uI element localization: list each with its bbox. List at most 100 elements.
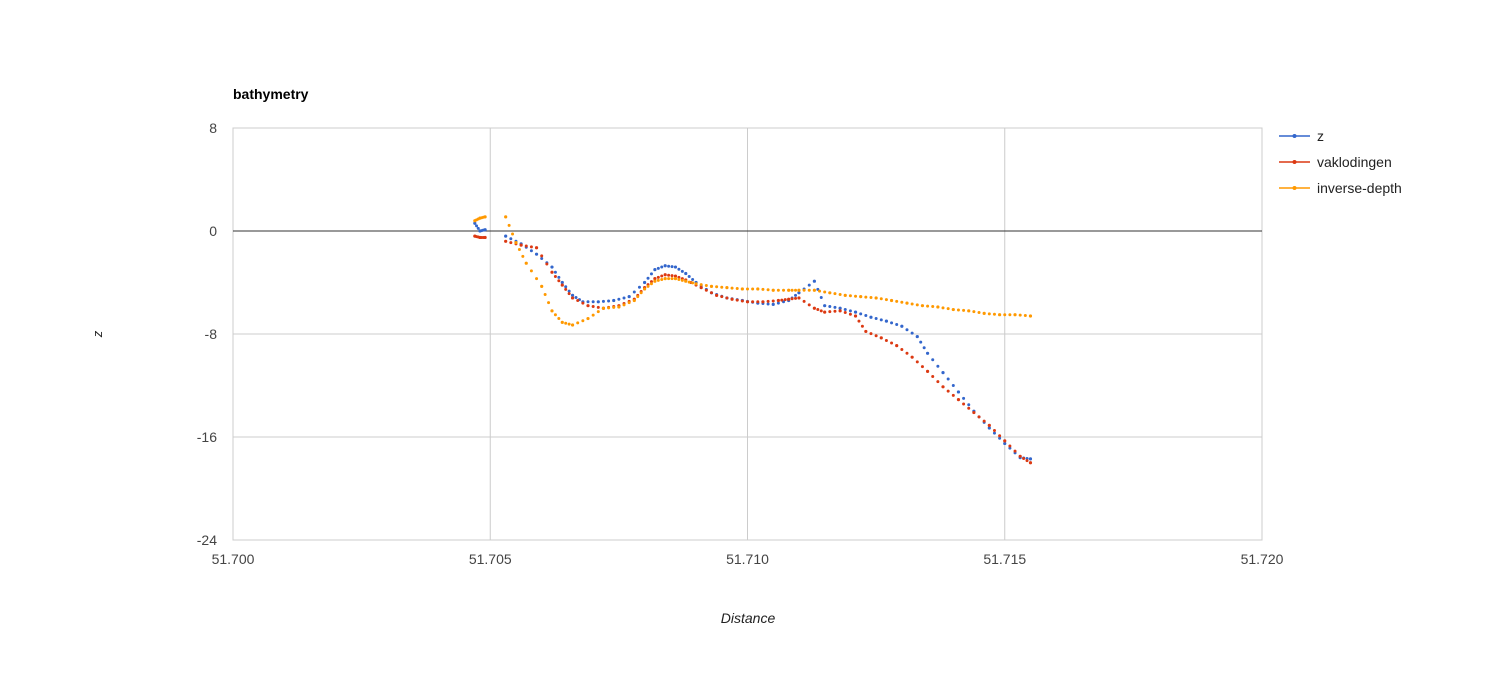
legend-swatch-marker	[1292, 134, 1297, 138]
legend-label: inverse-depth	[1317, 180, 1402, 196]
data-point	[540, 284, 544, 288]
data-point	[553, 313, 557, 317]
data-point	[570, 293, 575, 297]
data-point	[670, 274, 674, 278]
data-point	[677, 267, 681, 271]
data-point	[507, 223, 511, 227]
data-point	[833, 292, 837, 296]
data-point	[905, 328, 909, 332]
data-point	[776, 288, 780, 292]
data-point	[627, 295, 631, 299]
data-point	[838, 309, 842, 313]
series-z	[473, 221, 1033, 461]
data-point	[576, 299, 580, 303]
data-point	[843, 308, 847, 312]
data-point	[576, 321, 580, 325]
data-point	[649, 282, 653, 286]
data-point	[787, 288, 791, 292]
data-point	[529, 245, 533, 249]
data-point	[807, 303, 811, 307]
data-point	[720, 295, 724, 299]
data-point	[557, 275, 561, 279]
y-tick-label: -16	[197, 429, 217, 445]
data-point	[982, 419, 986, 423]
data-point	[931, 305, 935, 309]
data-point	[550, 265, 554, 269]
data-point	[925, 351, 930, 355]
data-point	[874, 296, 878, 300]
data-point	[895, 343, 899, 348]
data-point	[874, 334, 878, 338]
data-point	[557, 317, 561, 321]
x-tick-label: 51.700	[212, 551, 255, 567]
data-point	[956, 390, 961, 394]
data-point	[540, 256, 544, 260]
data-point	[992, 312, 996, 316]
data-point	[920, 365, 924, 369]
data-point	[972, 410, 976, 415]
y-tick-label: -24	[197, 532, 217, 548]
data-point	[483, 235, 487, 240]
data-point	[725, 296, 729, 300]
data-point	[992, 429, 996, 433]
data-point	[553, 274, 557, 278]
data-point	[656, 278, 660, 282]
data-point	[670, 265, 674, 269]
legend[interactable]: z vaklodingen inverse-depth	[1279, 128, 1402, 196]
data-point	[956, 308, 960, 312]
data-point	[660, 274, 664, 278]
x-tick-label: 51.705	[469, 551, 512, 567]
data-point	[951, 384, 955, 387]
data-point	[931, 374, 935, 378]
data-point	[816, 308, 820, 312]
data-point	[828, 310, 832, 314]
data-point	[864, 295, 868, 299]
data-point	[787, 297, 791, 301]
data-point	[819, 296, 823, 300]
legend-item-inverse-depth[interactable]: inverse-depth	[1279, 180, 1402, 196]
data-point	[715, 293, 719, 297]
data-point	[946, 377, 950, 381]
legend-item-vaklodingen[interactable]: vaklodingen	[1279, 154, 1392, 170]
data-point	[812, 288, 816, 292]
data-point	[925, 369, 930, 373]
data-point	[922, 346, 926, 350]
data-point	[514, 240, 518, 245]
data-point	[673, 277, 678, 281]
data-point	[1008, 444, 1012, 448]
data-point	[843, 311, 847, 315]
data-point	[699, 286, 703, 290]
data-point	[524, 261, 528, 265]
x-tick-label: 51.710	[726, 551, 769, 567]
data-point	[848, 312, 852, 316]
data-point	[782, 288, 786, 292]
data-point	[667, 264, 671, 268]
data-point	[977, 415, 981, 419]
series-layer	[473, 215, 1033, 465]
data-point	[1003, 439, 1007, 443]
legend-item-z[interactable]: z	[1279, 128, 1324, 144]
data-point	[677, 275, 681, 279]
data-point	[547, 301, 551, 305]
data-point	[833, 305, 837, 309]
data-point	[766, 302, 770, 306]
y-tick-label: -8	[205, 326, 218, 342]
data-point	[673, 274, 678, 278]
data-point	[1025, 459, 1029, 463]
data-point	[864, 329, 868, 334]
data-point	[557, 279, 561, 283]
data-point	[967, 309, 971, 313]
data-point	[1013, 449, 1017, 453]
data-point	[776, 301, 780, 305]
data-point	[535, 277, 539, 281]
data-point	[884, 338, 888, 342]
data-point	[639, 291, 643, 295]
data-point	[684, 279, 688, 283]
data-point	[730, 297, 734, 301]
data-point	[884, 298, 888, 302]
data-point	[853, 314, 858, 318]
data-point	[534, 246, 539, 250]
data-point	[627, 301, 631, 305]
data-point	[998, 436, 1002, 440]
data-point	[1022, 456, 1026, 460]
